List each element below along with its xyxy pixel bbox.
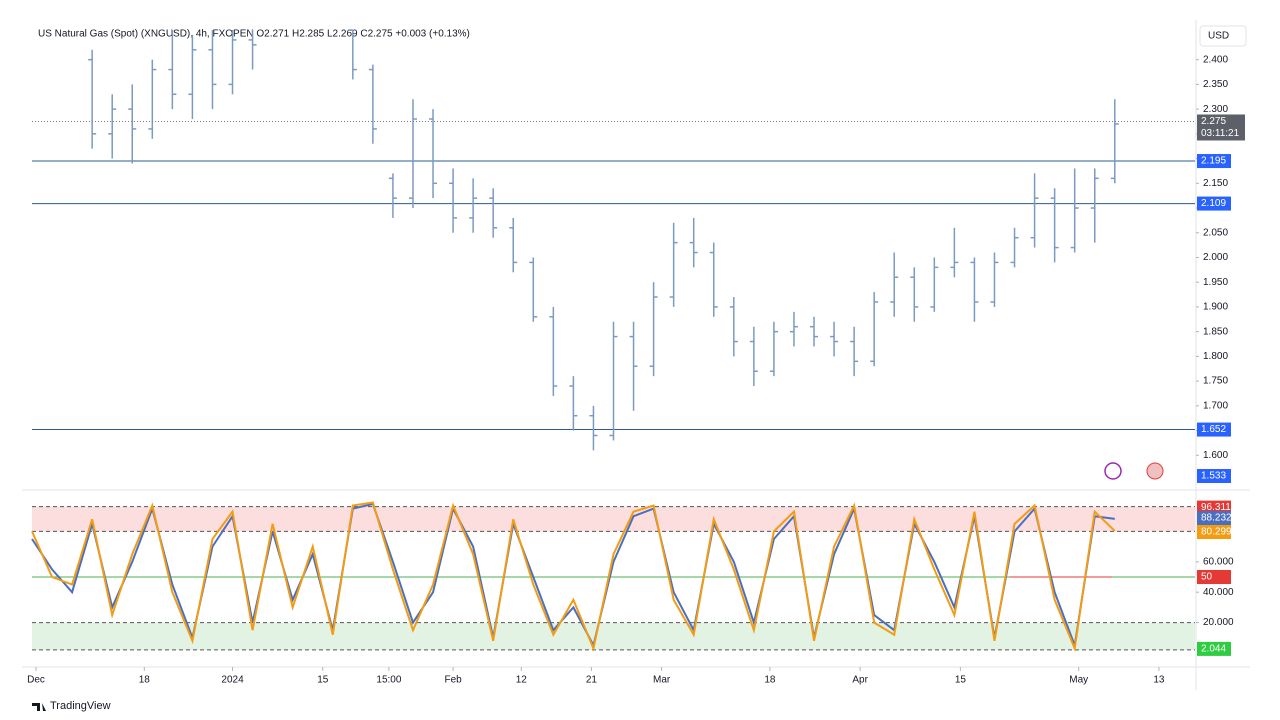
brand-name: TradingView bbox=[50, 700, 111, 712]
y-tick-label: 2.050 bbox=[1203, 227, 1228, 238]
x-tick-label: 15:00 bbox=[376, 675, 401, 686]
y-tick-label: 2.350 bbox=[1203, 79, 1228, 90]
y-tick-label: 20.000 bbox=[1203, 617, 1234, 628]
x-tick-label: Mar bbox=[653, 675, 671, 686]
x-tick-label: Dec bbox=[27, 675, 45, 686]
midline-label: 50 bbox=[1201, 572, 1213, 583]
y-tick-label: 1.900 bbox=[1203, 302, 1228, 313]
lower-band-label: 2.044 bbox=[1201, 644, 1226, 655]
oversold-zone bbox=[32, 622, 1195, 650]
symbol-header: US Natural Gas (Spot) (XNGUSD), 4h, FXOP… bbox=[38, 29, 470, 40]
scale-low-label-box bbox=[1197, 469, 1231, 483]
series-last-label-box bbox=[1197, 511, 1231, 525]
y-tick-label: 1.600 bbox=[1203, 450, 1228, 461]
midline-label-box bbox=[1197, 570, 1231, 584]
y-tick-label: 2.150 bbox=[1203, 178, 1228, 189]
x-tick-label: 12 bbox=[516, 675, 528, 686]
y-tick-label: 1.750 bbox=[1203, 376, 1228, 387]
bar-countdown: 03:11:21 bbox=[1201, 128, 1240, 139]
currency-button[interactable] bbox=[1199, 25, 1247, 47]
y-tick-label: 60.000 bbox=[1203, 556, 1234, 567]
series-last-label-box bbox=[1197, 525, 1231, 539]
oscillator-line bbox=[31, 501, 1116, 653]
y-tick-label: 1.800 bbox=[1203, 351, 1228, 362]
last-price-box bbox=[1197, 114, 1245, 141]
y-tick-label: 40.000 bbox=[1203, 587, 1234, 598]
x-tick-label: 18 bbox=[764, 675, 776, 686]
brand-logo bbox=[32, 703, 46, 711]
currency-label[interactable]: USD bbox=[1208, 31, 1229, 42]
y-tick-label: 1.950 bbox=[1203, 277, 1228, 288]
y-tick-label: 2.300 bbox=[1203, 104, 1228, 115]
scale-low-label: 1.533 bbox=[1201, 471, 1226, 482]
series-last-label: 80.299 bbox=[1201, 527, 1232, 538]
y-tick-label: 2.000 bbox=[1203, 252, 1228, 263]
x-tick-label: 13 bbox=[1153, 675, 1165, 686]
y-tick-label: 1.700 bbox=[1203, 400, 1228, 411]
level-label-box bbox=[1197, 422, 1231, 437]
last-price-label: 2.275 bbox=[1201, 116, 1226, 127]
upper-band-label: 96.311 bbox=[1201, 502, 1231, 513]
level-label-box bbox=[1197, 196, 1231, 211]
flag-icon[interactable] bbox=[1146, 462, 1164, 480]
x-tick-label: Apr bbox=[852, 675, 868, 686]
x-tick-label: 18 bbox=[139, 675, 151, 686]
x-tick-label: 21 bbox=[586, 675, 598, 686]
series-last-label: 88.232 bbox=[1201, 513, 1232, 524]
x-tick-label: Feb bbox=[444, 675, 462, 686]
x-tick-label: 15 bbox=[955, 675, 967, 686]
x-tick-label: 15 bbox=[317, 675, 329, 686]
level-label: 2.109 bbox=[1201, 198, 1226, 209]
level-label-box bbox=[1197, 154, 1231, 169]
level-label: 2.195 bbox=[1201, 156, 1226, 167]
x-tick-label: 2024 bbox=[221, 675, 244, 686]
alert-icon[interactable] bbox=[1104, 462, 1122, 480]
y-tick-label: 2.400 bbox=[1203, 54, 1228, 65]
x-tick-label: May bbox=[1069, 675, 1088, 686]
level-label: 1.652 bbox=[1201, 424, 1226, 435]
y-tick-label: 1.850 bbox=[1203, 326, 1228, 337]
lower-band-label-box bbox=[1197, 641, 1231, 656]
oscillator-line bbox=[31, 502, 1115, 650]
